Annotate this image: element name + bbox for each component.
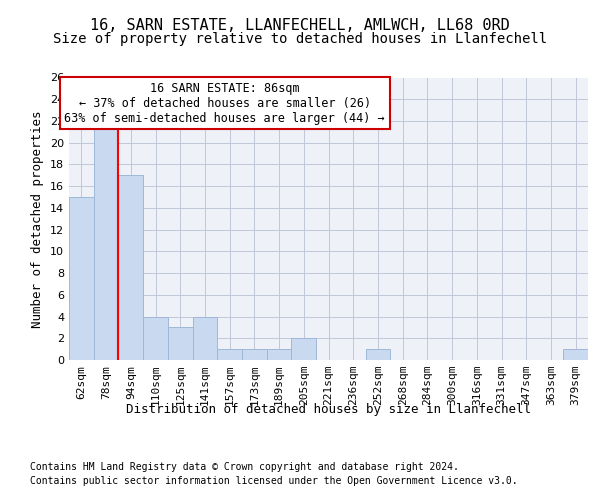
Text: 16, SARN ESTATE, LLANFECHELL, AMLWCH, LL68 0RD: 16, SARN ESTATE, LLANFECHELL, AMLWCH, LL… bbox=[90, 18, 510, 32]
Bar bbox=[292, 338, 316, 360]
Y-axis label: Number of detached properties: Number of detached properties bbox=[31, 110, 44, 328]
Text: Size of property relative to detached houses in Llanfechell: Size of property relative to detached ho… bbox=[53, 32, 547, 46]
Text: 16 SARN ESTATE: 86sqm
← 37% of detached houses are smaller (26)
63% of semi-deta: 16 SARN ESTATE: 86sqm ← 37% of detached … bbox=[64, 82, 385, 124]
Bar bbox=[118, 176, 143, 360]
Bar bbox=[242, 349, 267, 360]
Text: Distribution of detached houses by size in Llanfechell: Distribution of detached houses by size … bbox=[127, 402, 532, 415]
Bar bbox=[168, 328, 193, 360]
Bar bbox=[94, 121, 118, 360]
Text: Contains public sector information licensed under the Open Government Licence v3: Contains public sector information licen… bbox=[30, 476, 518, 486]
Bar bbox=[69, 197, 94, 360]
Bar bbox=[267, 349, 292, 360]
Bar bbox=[143, 316, 168, 360]
Bar bbox=[365, 349, 390, 360]
Bar bbox=[193, 316, 217, 360]
Bar bbox=[563, 349, 588, 360]
Bar bbox=[217, 349, 242, 360]
Text: Contains HM Land Registry data © Crown copyright and database right 2024.: Contains HM Land Registry data © Crown c… bbox=[30, 462, 459, 472]
